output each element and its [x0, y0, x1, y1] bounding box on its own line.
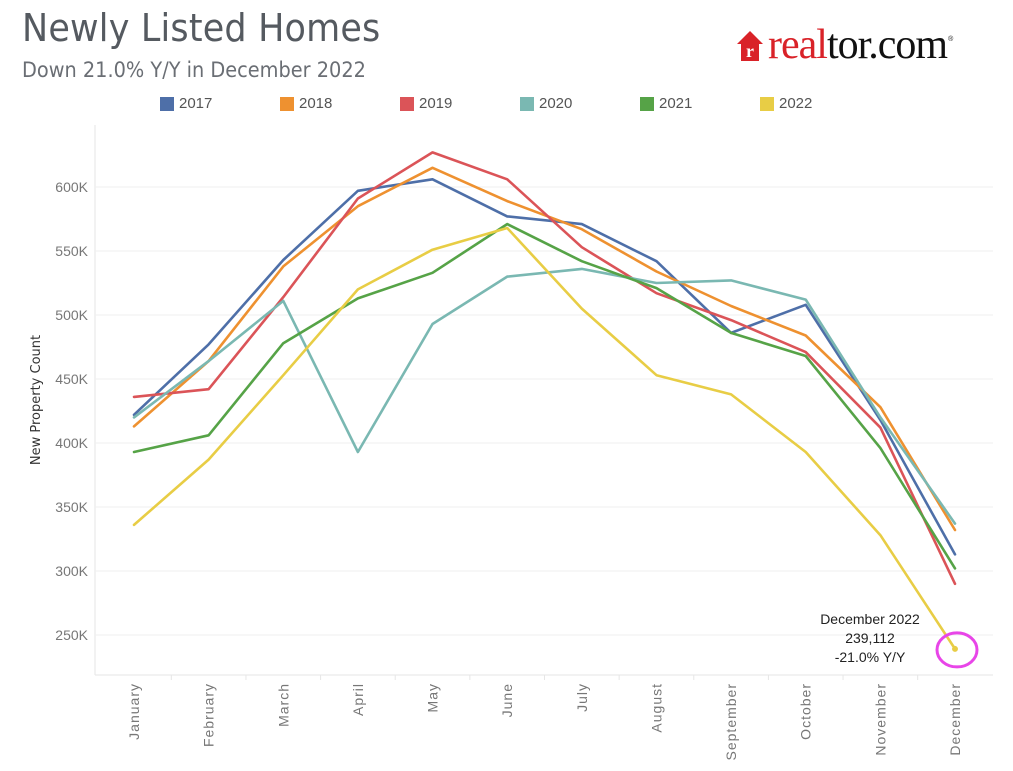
legend-swatch: [280, 96, 294, 111]
x-tick-label: April: [350, 683, 366, 716]
legend-item-2022[interactable]: 2022: [760, 95, 880, 112]
registered-mark: ®: [948, 36, 954, 43]
y-axis-title: New Property Count: [29, 335, 44, 465]
annotated-point: [952, 645, 958, 652]
x-tick-label: June: [499, 683, 515, 717]
y-tick-label: 450K: [55, 371, 88, 387]
x-tick-label: May: [425, 683, 441, 712]
legend-label: 2020: [539, 95, 573, 112]
y-tick-label: 500K: [55, 307, 88, 323]
annotation-line-0: December 2022: [820, 611, 920, 627]
series-line-2022: [132, 226, 957, 651]
legend-item-2017[interactable]: 2017: [160, 95, 280, 112]
house-icon: r: [737, 31, 763, 61]
x-tick-label: January: [126, 683, 142, 740]
x-tick-label: December: [947, 683, 963, 756]
svg-text:r: r: [746, 41, 754, 61]
legend-item-2019[interactable]: 2019: [400, 95, 520, 112]
legend-label: 2022: [779, 95, 813, 112]
y-tick-label: 550K: [55, 243, 88, 259]
legend-label: 2018: [299, 95, 333, 112]
y-tick-label: 400K: [55, 435, 88, 451]
y-tick-label: 600K: [55, 179, 88, 195]
series-line-2018: [132, 166, 957, 532]
series-line-2017: [132, 178, 957, 556]
legend-swatch: [520, 96, 534, 111]
legend-label: 2019: [419, 95, 453, 112]
x-tick-label: March: [275, 683, 291, 727]
x-tick-label: October: [798, 683, 814, 740]
y-tick-label: 250K: [55, 627, 88, 643]
legend-swatch: [160, 96, 174, 111]
chart-title: Newly Listed Homes: [22, 6, 381, 50]
chart-subtitle: Down 21.0% Y/Y in December 2022: [22, 58, 366, 82]
y-tick-label: 350K: [55, 499, 88, 515]
legend-swatch: [400, 96, 414, 111]
x-tick-label: September: [723, 683, 739, 760]
legend-swatch: [760, 96, 774, 111]
annotation-line-1: 239,112: [845, 630, 895, 646]
series-line-2020: [132, 267, 957, 525]
x-tick-label: February: [201, 683, 217, 747]
annotation-line-2: -21.0% Y/Y: [835, 649, 906, 665]
x-tick-label: November: [872, 683, 888, 756]
x-tick-label: July: [574, 683, 590, 712]
logo-text-red: real: [768, 22, 828, 68]
legend-item-2018[interactable]: 2018: [280, 95, 400, 112]
x-tick-label: August: [648, 683, 664, 733]
series-line-2021: [132, 222, 957, 570]
legend-label: 2017: [179, 95, 213, 112]
logo-text-black: tor.com: [826, 22, 948, 68]
legend-item-2021[interactable]: 2021: [640, 95, 760, 112]
legend-label: 2021: [659, 95, 693, 112]
y-tick-label: 300K: [55, 563, 88, 579]
highlight-circle: [935, 631, 979, 669]
series-line-2019: [132, 151, 957, 586]
legend-item-2020[interactable]: 2020: [520, 95, 640, 112]
legend: 2017 2018 2019 2020 2021 2022: [160, 95, 880, 112]
legend-swatch: [640, 96, 654, 111]
realtor-logo: r real tor.com ®: [736, 22, 953, 66]
